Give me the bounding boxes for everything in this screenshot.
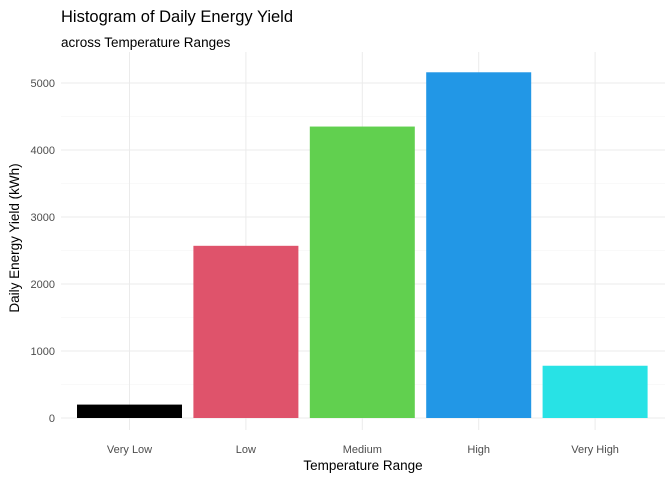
x-axis-ticks: Very Low Low Medium High Very High [107, 444, 619, 456]
x-axis-title: Temperature Range [303, 458, 422, 473]
y-tick-label: 2000 [31, 279, 55, 291]
y-tick-label: 4000 [31, 145, 55, 157]
bar [309, 126, 415, 419]
chart-title: Histogram of Daily Energy Yield [61, 8, 293, 26]
x-tick-label: High [467, 444, 490, 456]
y-axis-ticks: 0 1000 2000 3000 4000 5000 [31, 78, 55, 425]
y-tick-label: 5000 [31, 78, 55, 90]
x-tick-label: Low [236, 444, 256, 456]
x-tick-label: Very High [571, 444, 619, 456]
x-tick-label: Medium [343, 444, 382, 456]
y-axis-title: Daily Energy Yield (kWh) [7, 163, 22, 312]
y-tick-label: 0 [49, 413, 55, 425]
y-tick-label: 3000 [31, 212, 55, 224]
bar [542, 365, 648, 418]
bar [426, 72, 532, 418]
bar [193, 245, 299, 418]
bar [77, 404, 182, 418]
chart-subtitle: across Temperature Ranges [61, 35, 231, 50]
y-tick-label: 1000 [31, 346, 55, 358]
bars [77, 72, 648, 419]
x-tick-label: Very Low [107, 444, 152, 456]
